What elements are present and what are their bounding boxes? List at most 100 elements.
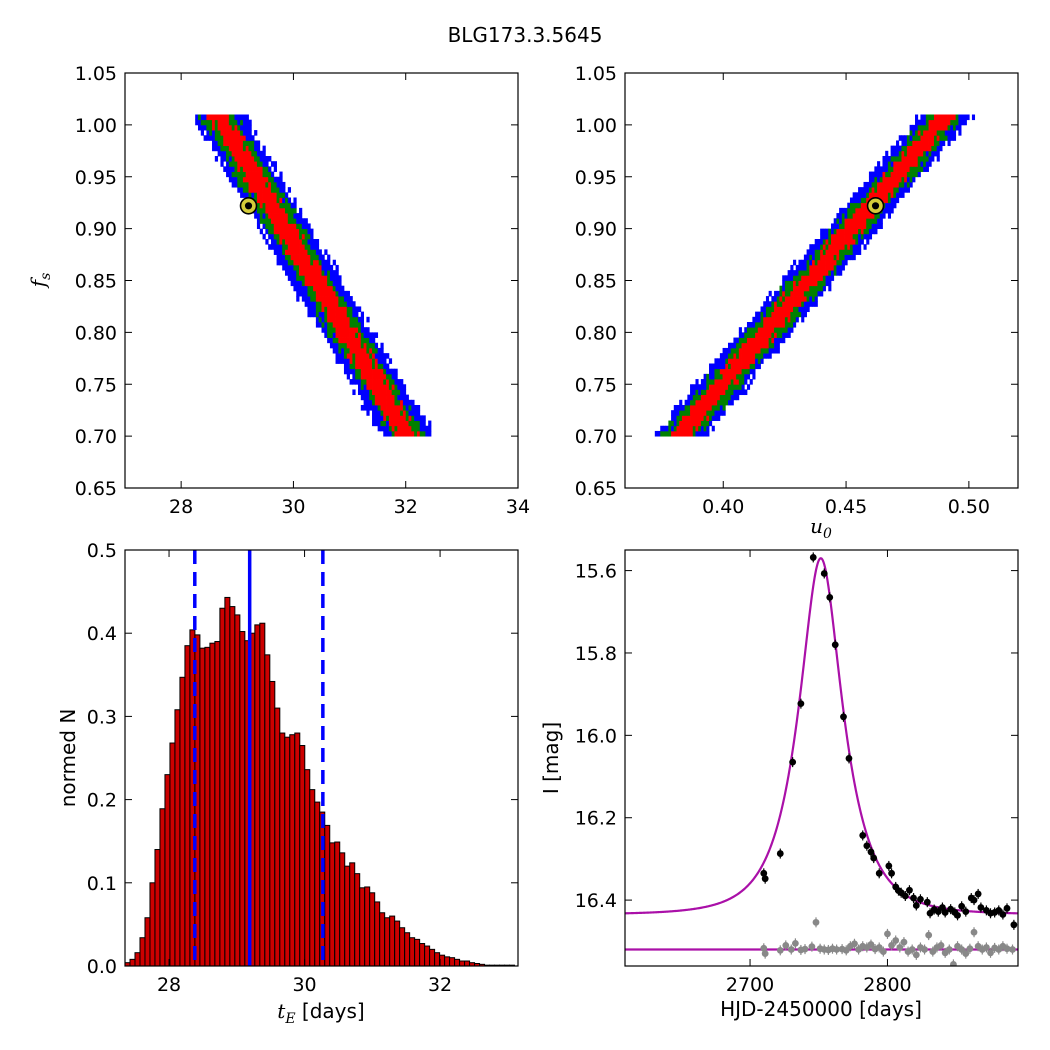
density-cell <box>874 223 878 230</box>
density-cell <box>315 290 320 297</box>
density-cell <box>952 124 957 131</box>
density-cell <box>687 420 691 427</box>
density-cell <box>282 264 286 271</box>
density-cell <box>719 363 723 370</box>
density-cell <box>285 254 289 261</box>
histogram-bar <box>444 956 451 966</box>
density-cell <box>776 301 780 307</box>
density-cell <box>397 420 401 427</box>
density-cell <box>324 275 328 281</box>
density-cell <box>349 296 353 302</box>
density-cell <box>887 176 892 183</box>
density-cell <box>301 249 306 255</box>
density-cell <box>912 176 916 183</box>
density-cell <box>849 239 854 245</box>
density-cell <box>744 353 748 359</box>
density-cell <box>299 233 303 240</box>
density-cell <box>898 181 902 188</box>
density-cell <box>828 264 832 271</box>
density-cell <box>746 373 751 380</box>
density-cell <box>909 166 913 172</box>
density-cell <box>214 124 219 131</box>
density-cell <box>733 337 737 344</box>
density-cell <box>343 290 348 297</box>
density-cell <box>890 181 894 188</box>
density-cell <box>847 233 851 240</box>
density-cell <box>397 415 401 421</box>
histogram-bar <box>434 952 441 966</box>
density-cell <box>784 311 789 318</box>
density-cell <box>380 384 384 390</box>
density-cell <box>254 130 258 136</box>
density-cell <box>793 296 797 302</box>
density-cell <box>839 223 843 230</box>
density-cell <box>386 384 390 390</box>
density-cell <box>321 280 325 287</box>
density-cell <box>906 145 910 152</box>
density-cell <box>798 280 802 287</box>
histogram-bar <box>334 841 341 966</box>
density-cell <box>746 363 751 370</box>
density-cell <box>195 114 199 121</box>
density-cell <box>372 358 376 364</box>
density-cell <box>383 368 387 375</box>
density-cell <box>898 176 902 183</box>
histogram-bar <box>254 624 261 966</box>
x-axis-label: u0 <box>810 514 832 542</box>
density-cell <box>332 306 336 313</box>
density-cell <box>893 176 897 183</box>
density-cell <box>386 399 390 406</box>
density-cell <box>383 410 387 416</box>
density-cell <box>310 275 314 281</box>
density-cell <box>736 337 740 344</box>
density-cell <box>874 213 878 219</box>
density-cell <box>310 296 314 302</box>
density-cell <box>936 140 940 147</box>
density-cell <box>248 181 252 188</box>
y-tick-label: 0.75 <box>75 374 117 396</box>
data-point <box>912 902 920 909</box>
density-cell <box>357 368 362 375</box>
density-cell <box>273 239 277 245</box>
density-cell <box>270 202 275 209</box>
density-cell <box>341 342 345 349</box>
density-cell <box>836 259 840 266</box>
density-cell <box>346 322 350 328</box>
density-cell <box>952 119 957 126</box>
density-cell <box>901 176 905 183</box>
density-cell <box>692 384 696 390</box>
x-tick-label: 28 <box>157 974 181 996</box>
density-cell <box>933 124 938 131</box>
density-cell <box>806 275 810 281</box>
density-cell <box>706 389 710 396</box>
density-cell <box>820 244 824 250</box>
density-cell <box>212 130 216 136</box>
density-cell <box>776 327 780 333</box>
density-cell <box>809 290 813 297</box>
density-cell <box>290 233 294 240</box>
density-cell <box>301 296 306 302</box>
density-cell <box>321 316 325 323</box>
density-cell <box>695 384 699 390</box>
density-cell <box>363 358 367 364</box>
density-cell <box>820 233 824 240</box>
density-cell <box>313 296 317 302</box>
density-cell <box>313 239 317 245</box>
x-tick-label: 34 <box>506 496 530 518</box>
density-cell <box>321 306 325 313</box>
density-cell <box>933 135 938 141</box>
density-cell <box>784 296 789 302</box>
density-cell <box>765 296 770 302</box>
density-cell <box>366 342 370 349</box>
density-cell <box>242 150 247 157</box>
density-cell <box>338 311 342 318</box>
density-cell <box>397 430 401 437</box>
density-cell <box>248 171 252 178</box>
density-cell <box>703 384 707 390</box>
density-cell <box>814 259 818 266</box>
density-cell <box>795 264 799 271</box>
density-cell <box>744 342 748 349</box>
density-cell <box>681 430 686 437</box>
density-cell <box>287 197 292 204</box>
density-cell <box>795 270 799 276</box>
